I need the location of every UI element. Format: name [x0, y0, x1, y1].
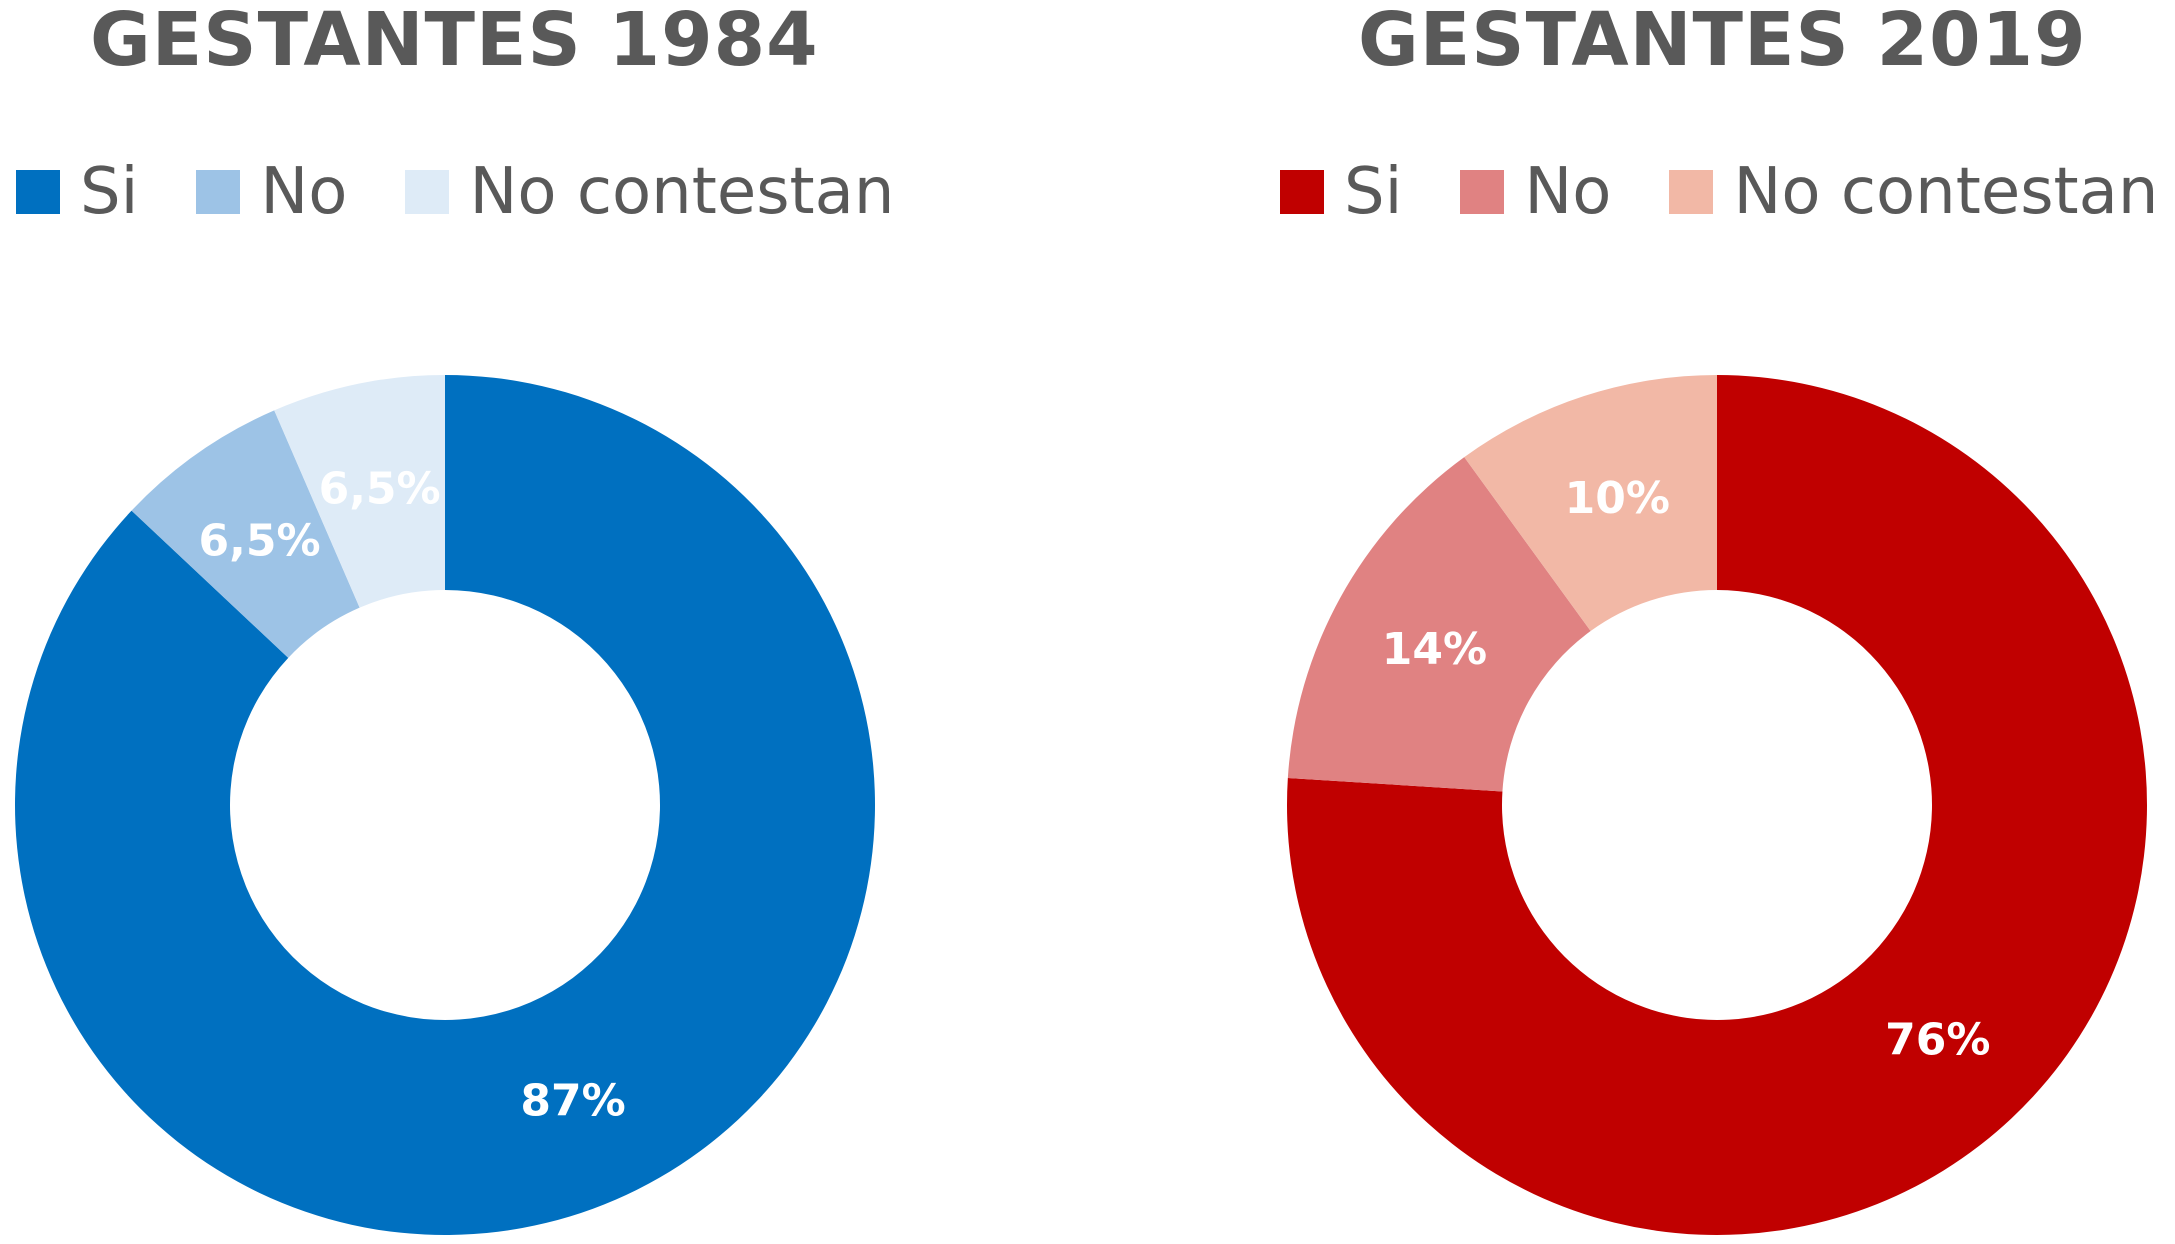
- chart-title: GESTANTES 2019: [1358, 0, 2087, 83]
- chart-2019: GESTANTES 2019 Si No No contestan 76% 14%…: [1088, 0, 2175, 1244]
- data-label-si: 76%: [1885, 1015, 1990, 1066]
- legend-item-si: Si: [1280, 155, 1402, 229]
- legend-item-no: No: [196, 155, 347, 229]
- slice-no: [131, 410, 360, 658]
- legend-label-si: Si: [1344, 155, 1403, 229]
- legend-swatch-si: [1280, 170, 1324, 214]
- legend: Si No No contestan: [16, 150, 952, 234]
- legend-swatch-no: [1460, 170, 1505, 214]
- legend-item-si: Si: [16, 155, 138, 229]
- legend-swatch-si: [16, 170, 60, 214]
- data-label-no-contestan: 10%: [1565, 473, 1670, 524]
- slice-si: [14, 375, 875, 1235]
- slice-no-contestan: [1464, 375, 1717, 632]
- legend-item-no: No: [1460, 155, 1611, 229]
- chart-title: GESTANTES 1984: [90, 0, 819, 83]
- chart-1984: GESTANTES 1984 Si No No contestan 87% 6,5…: [0, 0, 1087, 1244]
- legend-swatch-no: [196, 170, 241, 214]
- legend-label-no-contestan: No contestan: [1733, 155, 2159, 229]
- slice-si: [1287, 375, 2147, 1235]
- legend-item-no-contestan: No contestan: [1669, 155, 2158, 229]
- slice-no-contestan: [274, 375, 445, 608]
- data-label-no-contestan: 6,5%: [319, 464, 441, 515]
- data-label-no: 6,5%: [199, 516, 321, 567]
- data-label-no: 14%: [1382, 624, 1487, 675]
- legend-label-no: No: [260, 155, 348, 229]
- donut-chart: 76% 14% 10%: [1287, 375, 2147, 1235]
- legend-label-no: No: [1524, 155, 1612, 229]
- legend: Si No No contestan: [1280, 150, 2175, 234]
- data-label-si: 87%: [520, 1075, 625, 1126]
- legend-label-si: Si: [80, 155, 139, 229]
- legend-item-no-contestan: No contestan: [405, 155, 894, 229]
- legend-swatch-no-contestan: [1669, 170, 1714, 214]
- slice-no: [1287, 457, 1591, 792]
- legend-swatch-no-contestan: [405, 170, 450, 214]
- legend-label-no-contestan: No contestan: [469, 155, 895, 229]
- donut-chart: 87% 6,5%6,5%: [14, 375, 875, 1235]
